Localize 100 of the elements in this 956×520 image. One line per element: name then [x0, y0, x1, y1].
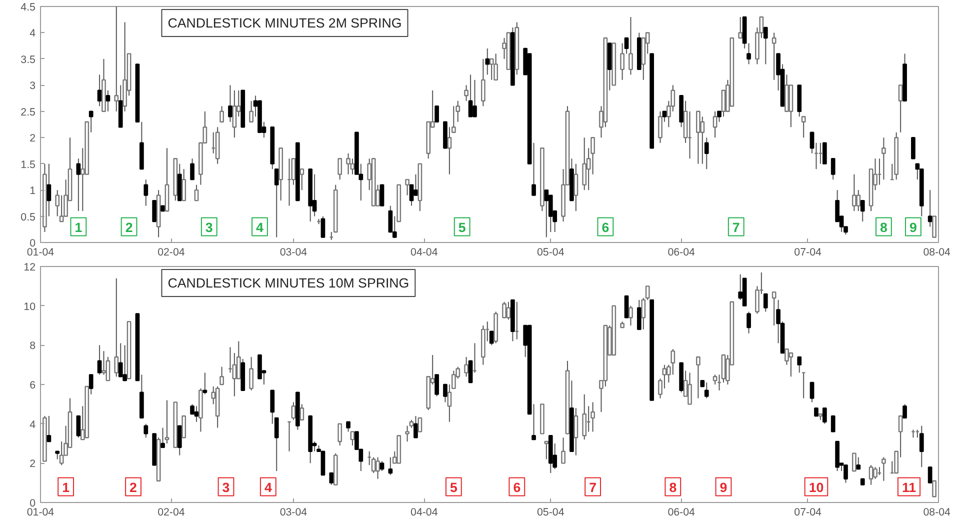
- candlestick: [418, 417, 422, 432]
- candlestick: [258, 354, 262, 380]
- annotation: 7: [589, 480, 597, 495]
- y-tick-label: 12: [24, 262, 36, 274]
- candlestick: [346, 421, 350, 432]
- candlestick: [300, 404, 304, 420]
- annotation: 1: [74, 220, 83, 235]
- x-tick-label: 02-04: [158, 506, 185, 518]
- candlestick: [894, 450, 899, 474]
- candlestick: [911, 137, 916, 160]
- candlestick: [106, 90, 110, 112]
- x-tick-label: 01-04: [26, 246, 54, 258]
- y-tick-label: 2: [30, 458, 36, 470]
- candlestick: [628, 305, 633, 326]
- candlestick: [114, 278, 119, 378]
- y-tick-label: 1.5: [20, 158, 36, 171]
- candlestick: [772, 32, 776, 80]
- annotation: 9: [910, 220, 917, 235]
- candlestick: [696, 110, 700, 164]
- annotation: 2: [125, 220, 133, 235]
- x-tick-label: 08-04: [923, 246, 951, 258]
- candlestick: [46, 415, 52, 442]
- candlestick: [582, 137, 587, 191]
- candlestick: [350, 431, 355, 446]
- candlestick: [228, 84, 232, 122]
- y-tick-label: 3: [30, 80, 36, 92]
- candlestick: [932, 480, 936, 498]
- annotation: 4: [264, 480, 272, 495]
- candlestick: [405, 425, 410, 442]
- candlestick: [338, 158, 342, 180]
- candlestick: [59, 441, 64, 466]
- y-tick-label: 6: [30, 380, 36, 392]
- candlestick: [772, 291, 776, 326]
- candlestick: [114, 6, 119, 112]
- candlestick: [220, 366, 224, 386]
- candlestick: [144, 179, 148, 206]
- y-tick-label: 2.5: [20, 106, 36, 118]
- candlestick: [202, 372, 208, 395]
- candlestick: [902, 404, 907, 419]
- candlestick: [182, 415, 186, 438]
- candlestick: [919, 425, 924, 468]
- x-tick-label: 05-04: [537, 506, 564, 518]
- candlestick: [88, 110, 94, 133]
- candlestick: [590, 402, 595, 432]
- x-tick-label: 05-04: [537, 246, 564, 258]
- candlestick: [220, 106, 224, 122]
- candlestick: [830, 158, 836, 180]
- x-tick-label: 04-04: [410, 246, 438, 258]
- candlestick: [152, 200, 157, 222]
- candlestick: [852, 452, 856, 472]
- candlestick: [561, 437, 566, 464]
- candlestick: [670, 348, 676, 376]
- annotation: 3: [205, 220, 213, 235]
- candlestick: [532, 404, 536, 440]
- candlestick: [506, 301, 511, 320]
- candlestick: [928, 190, 932, 228]
- candlestick: [464, 356, 468, 378]
- annotation: 9: [720, 480, 728, 495]
- annotation: 7: [732, 220, 740, 235]
- y-tick-label: 8: [30, 340, 36, 352]
- candlestick: [338, 423, 342, 446]
- text: CANDLESTICK MINUTES 10M SPRING: [168, 276, 410, 291]
- candlestick: [810, 382, 814, 403]
- candlestick: [852, 174, 856, 212]
- y-tick-label: 4.5: [20, 2, 36, 14]
- candlestick: [822, 408, 827, 424]
- candlestick: [882, 137, 886, 180]
- x-tick-label: 03-04: [280, 246, 308, 258]
- candlestick: [164, 400, 170, 444]
- candlestick: [380, 460, 384, 472]
- y-tick-label: 3.5: [20, 54, 36, 66]
- candlestick: [494, 53, 498, 81]
- candlestick: [738, 16, 743, 39]
- candlestick: [532, 142, 536, 196]
- candlestick: [249, 356, 254, 391]
- annotation: 2: [130, 480, 137, 495]
- x-tick-label: 06-04: [668, 246, 696, 258]
- candlestick: [194, 184, 199, 202]
- annotation: 6: [513, 480, 521, 495]
- annotation: 5: [450, 480, 458, 495]
- x-tick-label: 04-04: [410, 506, 438, 518]
- candlestick: [106, 356, 110, 382]
- candlestick: [380, 184, 384, 206]
- candlestick: [320, 216, 326, 238]
- candlestick: [830, 415, 836, 432]
- text: CANDLESTICK MINUTES 2M SPRING: [168, 16, 402, 31]
- candlestick: [856, 456, 861, 470]
- candlestick: [468, 360, 473, 384]
- candlestick: [232, 352, 237, 397]
- x-tick-label: 08-04: [923, 506, 951, 518]
- candlestick: [712, 374, 718, 385]
- y-tick-label: 4: [30, 28, 36, 40]
- candlestick: [232, 90, 237, 138]
- annotation: 11: [902, 480, 917, 495]
- candlestick: [300, 168, 304, 191]
- candlestick: [544, 440, 549, 460]
- candlestick: [329, 472, 334, 486]
- candlestick: [662, 110, 667, 122]
- candlestick: [856, 190, 861, 212]
- candlestick: [405, 178, 410, 196]
